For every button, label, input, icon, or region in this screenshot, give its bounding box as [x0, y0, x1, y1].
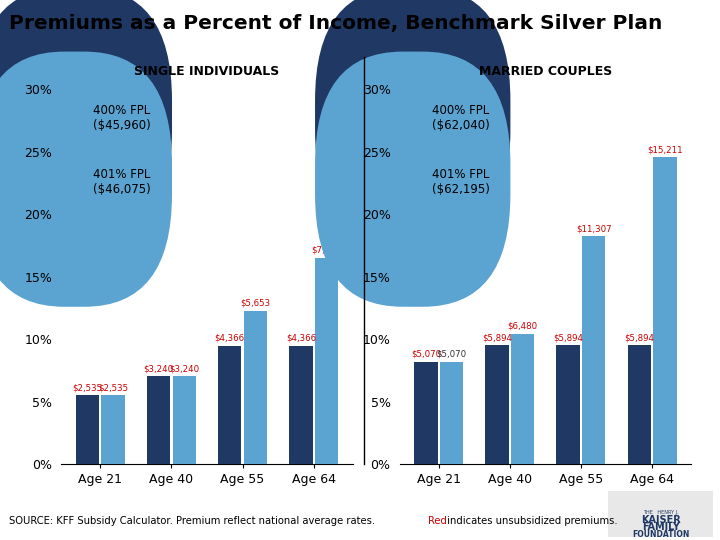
Text: $4,366: $4,366 [286, 334, 316, 342]
Bar [147, 376, 171, 464]
Text: FAMILY: FAMILY [642, 522, 680, 532]
Text: 401% FPL
($62,195): 401% FPL ($62,195) [432, 168, 490, 196]
Text: $5,653: $5,653 [240, 299, 271, 308]
Bar [485, 346, 509, 464]
Bar [218, 346, 241, 464]
Bar [102, 395, 125, 464]
Text: $5,894: $5,894 [482, 333, 512, 342]
Text: $5,070: $5,070 [411, 350, 441, 359]
Text: SOURCE: KFF Subsidy Calculator. Premium reflect national average rates.: SOURCE: KFF Subsidy Calculator. Premium … [9, 516, 379, 526]
Bar [511, 334, 534, 464]
Bar [289, 346, 312, 464]
Text: $5,894: $5,894 [553, 333, 583, 342]
Text: indicates unsubsidized premiums.: indicates unsubsidized premiums. [444, 516, 618, 526]
Text: THE   HENRY J.: THE HENRY J. [643, 510, 678, 515]
Text: 400% FPL
($45,960): 400% FPL ($45,960) [94, 104, 151, 132]
Text: $5,894: $5,894 [624, 333, 654, 342]
Bar [243, 311, 267, 464]
Text: $4,366: $4,366 [215, 334, 245, 342]
Text: $3,240: $3,240 [143, 364, 174, 373]
Bar [76, 395, 99, 464]
FancyBboxPatch shape [0, 52, 172, 307]
Text: $7,606: $7,606 [312, 246, 341, 254]
Text: KAISER: KAISER [641, 515, 680, 525]
Bar [582, 236, 606, 464]
Bar [557, 346, 580, 464]
FancyBboxPatch shape [315, 0, 510, 243]
Bar [440, 362, 463, 464]
Bar [628, 346, 651, 464]
FancyBboxPatch shape [0, 0, 172, 243]
Text: $2,535: $2,535 [73, 383, 102, 393]
Text: $3,240: $3,240 [169, 364, 199, 373]
FancyBboxPatch shape [315, 52, 510, 307]
Bar [315, 258, 338, 464]
Text: $2,535: $2,535 [98, 383, 128, 393]
Text: 401% FPL
($46,075): 401% FPL ($46,075) [94, 168, 151, 196]
Text: 400% FPL
($62,040): 400% FPL ($62,040) [432, 104, 490, 132]
Text: $15,211: $15,211 [647, 145, 683, 154]
Text: FOUNDATION: FOUNDATION [632, 530, 689, 539]
Text: Red: Red [428, 516, 447, 526]
Bar [173, 376, 196, 464]
Bar [414, 362, 438, 464]
Text: MARRIED COUPLES: MARRIED COUPLES [479, 65, 612, 78]
Text: Premiums as a Percent of Income, Benchmark Silver Plan: Premiums as a Percent of Income, Benchma… [9, 14, 662, 32]
Text: $5,070: $5,070 [436, 350, 467, 359]
Text: $6,480: $6,480 [508, 321, 538, 330]
Text: SINGLE INDIVIDUALS: SINGLE INDIVIDUALS [135, 65, 279, 78]
Bar [653, 157, 677, 464]
Text: $11,307: $11,307 [576, 224, 611, 233]
